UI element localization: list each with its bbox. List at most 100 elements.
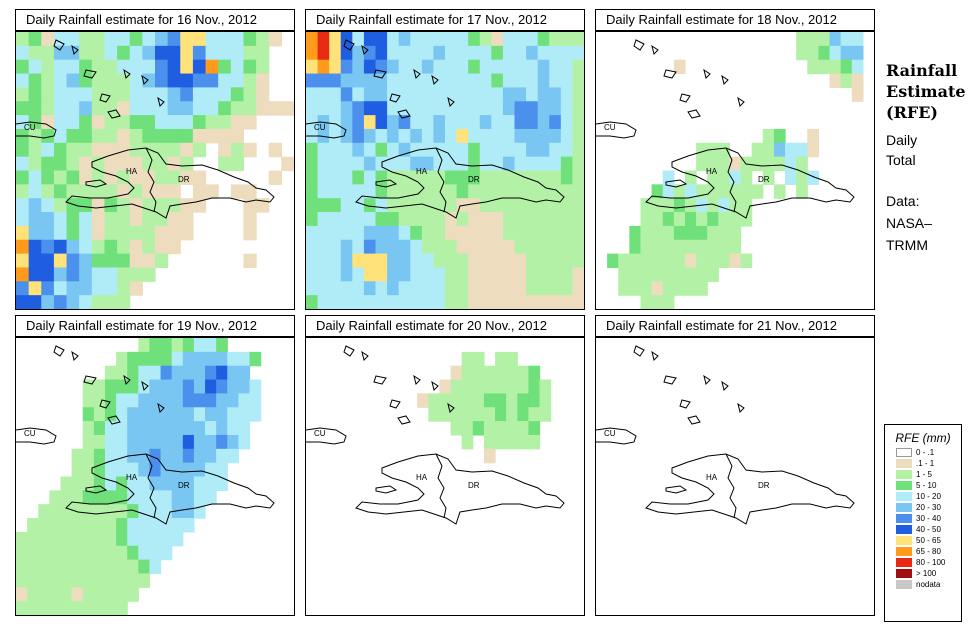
- rainfall-cell: [352, 32, 365, 47]
- rainfall-cell: [456, 239, 469, 255]
- rainfall-cell: [104, 518, 117, 533]
- rainfall-cell: [16, 45, 30, 61]
- rainfall-cell: [502, 115, 516, 130]
- legend-label: nodata: [916, 580, 941, 589]
- rainfall-cell: [142, 212, 156, 227]
- rainfall-cell: [468, 73, 481, 88]
- rainfall-cell: [149, 379, 162, 394]
- rainfall-cell: [53, 59, 68, 75]
- rainfall-cell: [718, 170, 731, 185]
- rainfall-cell: [773, 184, 786, 199]
- rainfall-cell: [398, 59, 411, 75]
- rainfall-cell: [306, 142, 319, 158]
- rainfall-cell: [528, 434, 541, 450]
- rainfall-cell: [28, 267, 42, 282]
- rainfall-cell: [216, 448, 228, 464]
- rainfall-cell: [79, 184, 93, 199]
- rainfall-cell: [142, 101, 156, 116]
- rainfall-cell: [16, 87, 30, 102]
- border-haiti-dr: [145, 453, 157, 519]
- rainfall-cell: [696, 239, 708, 255]
- rainfall-cell: [445, 128, 458, 144]
- rainfall-cell: [116, 490, 128, 505]
- rainfall-cell: [28, 59, 42, 75]
- rainfall-cell: [526, 212, 539, 227]
- rainfall-cell: [129, 170, 143, 185]
- coastline-bahamas: [431, 380, 439, 391]
- rainfall-cell: [483, 365, 496, 381]
- rainfall-cell: [479, 253, 492, 269]
- rainfall-cell: [560, 267, 574, 282]
- rainfall-cell: [104, 573, 117, 588]
- rainfall-cell: [433, 225, 446, 241]
- rainfall-cell: [116, 393, 128, 408]
- rainfall-cell: [506, 434, 518, 450]
- rainfall-cell: [167, 32, 181, 47]
- rainfall-cell: [549, 225, 562, 241]
- rainfall-cell: [66, 170, 80, 185]
- rainfall-cell: [662, 225, 675, 241]
- rainfall-cell: [142, 239, 156, 255]
- rainfall-cell: [60, 601, 73, 615]
- rainfall-cell: [142, 128, 156, 144]
- rainfall-cell: [502, 170, 516, 185]
- rainfall-cell: [317, 239, 330, 255]
- rainfall-cell: [93, 587, 106, 602]
- rainfall-cell: [66, 156, 80, 172]
- rainfall-cell: [495, 407, 507, 422]
- rainfall-cell: [155, 170, 169, 185]
- rainfall-cell: [461, 379, 474, 394]
- rainfall-cell: [138, 476, 151, 491]
- rainfall-cell: [16, 73, 30, 88]
- rainfall-cell: [227, 434, 239, 450]
- rainfall-cell: [528, 393, 541, 408]
- rainfall-cell: [167, 212, 181, 227]
- rainfall-cell: [238, 434, 251, 450]
- rainfall-cell: [807, 142, 819, 158]
- rainfall-cell: [16, 156, 30, 172]
- rainfall-cell: [205, 407, 217, 422]
- rainfall-cell: [155, 87, 169, 102]
- rainfall-cell: [160, 545, 173, 561]
- rainfall-cell: [340, 170, 353, 185]
- rainfall-cell: [230, 45, 245, 61]
- side-title-line: Estimate: [886, 82, 966, 101]
- rainfall-cell: [673, 184, 686, 199]
- rainfall-cell: [268, 170, 282, 185]
- rainfall-cell: [218, 128, 232, 144]
- rainfall-cell: [66, 32, 80, 47]
- rainfall-cell: [352, 184, 365, 199]
- rainfall-cell: [317, 142, 330, 158]
- rainfall-cell: [483, 448, 496, 464]
- rainfall-cell: [53, 184, 68, 199]
- rainfall-cell: [502, 212, 516, 227]
- rainfall-cell: [340, 115, 353, 130]
- rainfall-cell: [340, 142, 353, 158]
- rainfall-cell: [517, 421, 529, 436]
- rainfall-cell: [60, 545, 73, 561]
- rainfall-cell: [629, 267, 642, 282]
- side-title-line: Rainfall: [886, 61, 958, 80]
- rainfall-cell: [82, 448, 95, 464]
- rainfall-cell: [138, 545, 151, 561]
- rainfall-cell: [560, 295, 574, 309]
- legend-label: .1 - 1: [916, 459, 935, 468]
- coastline-bahamas: [83, 69, 97, 79]
- rainfall-cell: [91, 281, 106, 296]
- rainfall-cell: [182, 421, 195, 436]
- rainfall-cell: [127, 351, 139, 367]
- rainfall-cell: [116, 448, 128, 464]
- rainfall-cell: [149, 351, 162, 367]
- rainfall-cell: [155, 239, 169, 255]
- rainfall-grid: CU HA DR: [306, 345, 565, 525]
- rainfall-cell: [340, 225, 353, 241]
- rainfall-cell: [410, 73, 423, 88]
- rainfall-cell: [495, 393, 507, 408]
- rainfall-cell: [53, 170, 68, 185]
- rainfall-cell: [421, 267, 435, 282]
- rainfall-cell: [387, 73, 400, 88]
- rainfall-cell: [514, 73, 527, 88]
- rainfall-cell: [249, 393, 262, 408]
- rainfall-cell: [528, 379, 541, 394]
- rainfall-cell: [329, 156, 342, 172]
